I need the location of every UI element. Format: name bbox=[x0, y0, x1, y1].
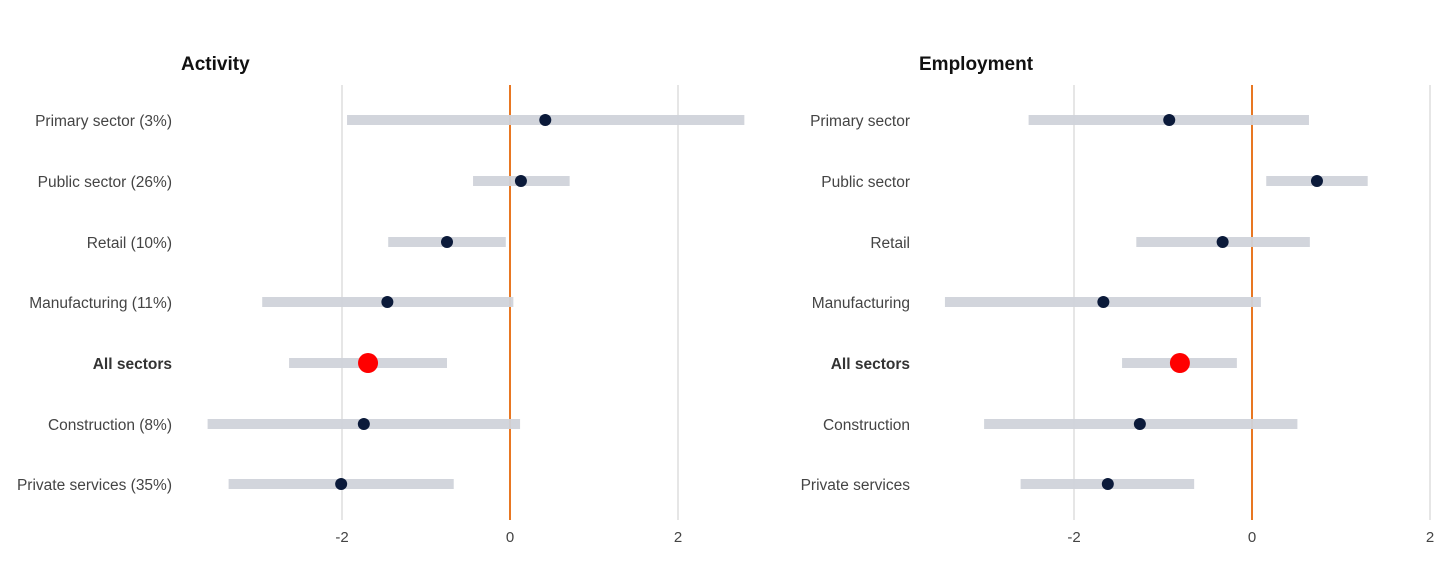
category-label: Public sector bbox=[821, 174, 910, 191]
x-tick-label: 0 bbox=[1248, 529, 1256, 546]
category-label: Primary sector bbox=[810, 113, 910, 130]
x-tick-label: -2 bbox=[335, 529, 348, 546]
category-label: Manufacturing bbox=[812, 295, 910, 312]
x-tick-label: -2 bbox=[1067, 529, 1080, 546]
panel-title: Activity bbox=[181, 54, 250, 75]
category-label: Construction (8%) bbox=[48, 417, 172, 434]
data-point bbox=[1097, 296, 1110, 308]
data-point bbox=[1101, 478, 1114, 490]
data-point bbox=[539, 114, 552, 126]
x-tick-label: 2 bbox=[674, 529, 682, 546]
data-point bbox=[1216, 236, 1229, 248]
data-point bbox=[1133, 418, 1146, 430]
panel-title: Employment bbox=[919, 54, 1034, 75]
data-point bbox=[1163, 114, 1176, 126]
x-tick-label: 2 bbox=[1426, 529, 1434, 546]
category-label: Retail (10%) bbox=[87, 235, 172, 252]
data-point bbox=[441, 236, 453, 248]
panel-activity: Activity -2 0 2 Primary sector (3%) Public se… bbox=[17, 54, 745, 546]
data-point bbox=[381, 296, 394, 308]
highlight-point bbox=[1169, 353, 1190, 373]
highlight-point bbox=[358, 353, 379, 373]
category-label: All sectors bbox=[93, 356, 172, 373]
category-label: Construction bbox=[823, 417, 910, 434]
category-label: Public sector (26%) bbox=[38, 174, 172, 191]
category-label: Retail bbox=[870, 235, 910, 252]
x-tick-label: 0 bbox=[506, 529, 514, 546]
data-point bbox=[514, 175, 527, 187]
category-label: Private services (35%) bbox=[17, 477, 172, 494]
category-label: Primary sector (3%) bbox=[35, 113, 172, 130]
data-point bbox=[357, 418, 370, 430]
category-label: Manufacturing (11%) bbox=[29, 295, 172, 312]
data-point bbox=[1310, 175, 1323, 187]
category-label: Private services bbox=[801, 477, 911, 494]
data-point bbox=[335, 478, 348, 490]
category-label: All sectors bbox=[831, 356, 910, 373]
panel-employment: Employment -2 0 2 Primary sector Public secto… bbox=[801, 54, 1435, 546]
